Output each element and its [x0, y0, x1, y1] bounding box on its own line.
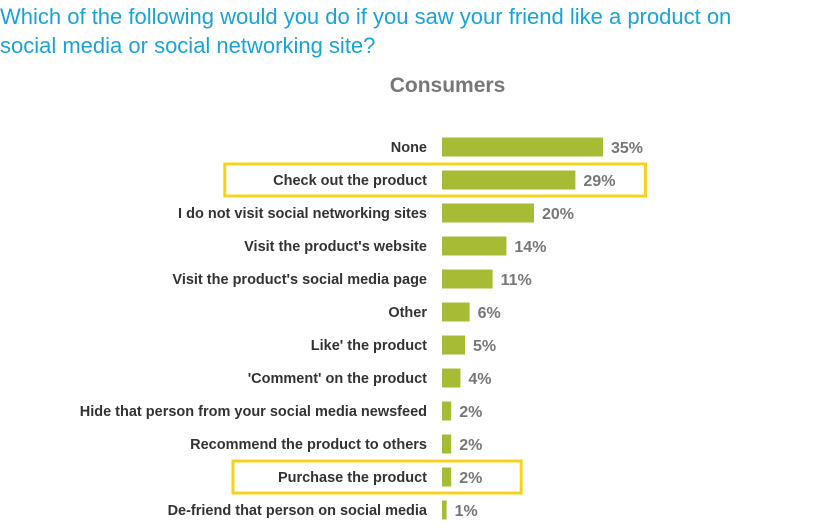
value-label: 4% [468, 371, 491, 388]
category-label: None [391, 140, 427, 156]
value-label: 20% [542, 206, 574, 223]
value-label: 29% [583, 173, 615, 190]
bar [442, 236, 507, 256]
category-label: Like' the product [311, 338, 427, 354]
value-label: 35% [611, 140, 643, 157]
bar [442, 368, 461, 388]
value-label: 2% [459, 404, 482, 421]
category-label: Recommend the product to others [190, 437, 427, 453]
bar [442, 401, 452, 421]
category-label: Hide that person from your social media … [80, 404, 427, 420]
value-label: 2% [459, 470, 482, 487]
value-label: 1% [455, 503, 478, 520]
category-label: 'Comment' on the product [248, 371, 427, 387]
highlight-frame [231, 459, 523, 495]
bar [442, 434, 452, 454]
category-label: Visit the product's website [244, 239, 427, 255]
category-label: Other [388, 305, 427, 321]
category-label: I do not visit social networking sites [178, 206, 427, 222]
value-label: 5% [473, 338, 496, 355]
category-label: Purchase the product [278, 470, 427, 486]
category-label: De-friend that person on social media [168, 503, 428, 519]
bar [442, 500, 447, 520]
category-label: Visit the product's social media page [172, 272, 427, 288]
question-heading: Which of the following would you do if y… [0, 4, 732, 58]
bar [442, 203, 534, 223]
category-label: Check out the product [273, 173, 427, 189]
bar [442, 137, 603, 157]
value-label: 11% [501, 272, 532, 289]
bar [442, 302, 470, 322]
value-label: 6% [478, 305, 501, 322]
bar [442, 269, 493, 289]
highlight-frame [223, 162, 647, 198]
value-label: 14% [514, 239, 546, 256]
bar [442, 467, 452, 487]
chart-title: Consumers [389, 74, 506, 97]
bar [442, 335, 465, 355]
bar [442, 170, 576, 190]
value-label: 2% [459, 437, 482, 454]
